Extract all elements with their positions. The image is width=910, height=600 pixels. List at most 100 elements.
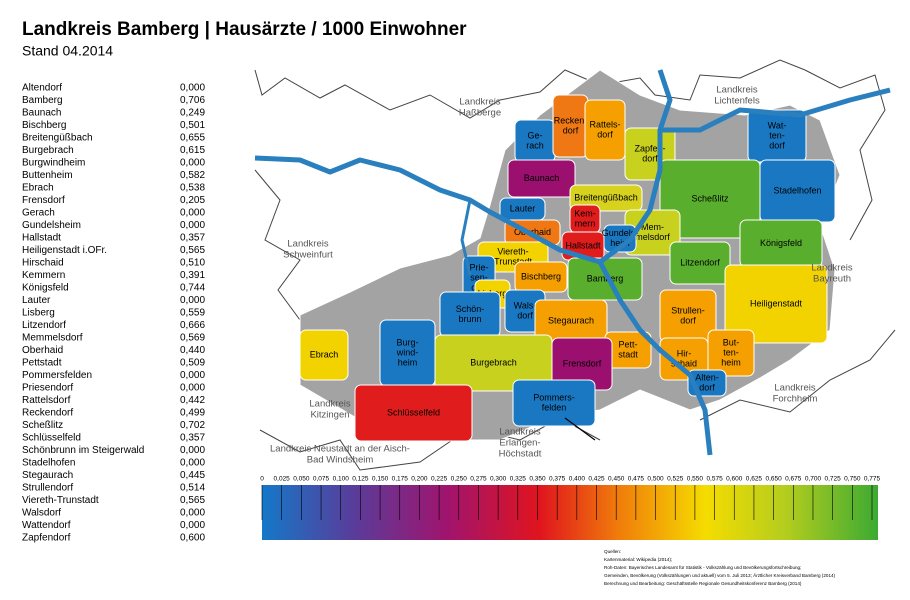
municipality-label: melsdorf bbox=[635, 232, 670, 242]
source-line: Roh-Daten: Bayerisches Landesamt für Sta… bbox=[604, 565, 801, 570]
municipality-label: dorf bbox=[563, 125, 579, 135]
municipality-label: Zapfen- bbox=[634, 143, 665, 153]
municipality-label: Kem- bbox=[574, 208, 596, 218]
municipality-value: 0,000 bbox=[180, 83, 205, 94]
municipality-value: 0,706 bbox=[180, 95, 205, 106]
municipality-label: dorf bbox=[680, 315, 696, 325]
neighbor-label: Höchstadt bbox=[499, 449, 542, 460]
municipality-name: Stegaurach bbox=[22, 470, 73, 481]
municipality-name: Baunach bbox=[22, 108, 61, 119]
municipality-label: Viereth- bbox=[497, 246, 528, 256]
municipality-name: Buttenheim bbox=[22, 170, 73, 181]
municipality-value: 0,565 bbox=[180, 245, 205, 256]
neighbor-label: Bad Windsheim bbox=[307, 455, 374, 466]
municipality-label: Gundels- bbox=[602, 228, 639, 238]
municipality-name: Rattelsdorf bbox=[22, 395, 71, 406]
municipality-label: Hallstadt bbox=[565, 240, 601, 250]
scale-tick-label: 0,450 bbox=[608, 476, 625, 483]
scale-ticks: 0 0,025 0,050 0,075 0,100 0,125 0,150 0,175 0,20… bbox=[260, 476, 881, 520]
sources: Quellen: Kartenmaterial: Wikipedia (2014)… bbox=[604, 549, 836, 586]
municipality-value: 0,510 bbox=[180, 258, 205, 269]
scale-tick-label: 0,150 bbox=[372, 476, 389, 483]
municipality-area bbox=[507, 159, 576, 198]
municipality-name: Wattendorf bbox=[22, 520, 71, 531]
municipality-value: 0,600 bbox=[180, 533, 205, 544]
municipality-name: Hirschaid bbox=[22, 258, 64, 269]
municipality-label: stadt bbox=[618, 349, 638, 359]
scale-tick-label: 0,700 bbox=[805, 476, 822, 483]
municipality-label: Oberhaid bbox=[514, 227, 551, 237]
source-line: Gemeinden, Bevölkerung (Volkszählungen u… bbox=[604, 572, 836, 578]
municipality-label: Scheßlitz bbox=[691, 193, 729, 203]
neighbor-label: Forchheim bbox=[773, 394, 818, 405]
municipality-name: Pettstadt bbox=[22, 358, 62, 369]
scale-tick-label: 0,400 bbox=[569, 476, 586, 483]
scale-tick-label: 0,250 bbox=[451, 476, 468, 483]
municipality-name: Viereth-Trunstadt bbox=[22, 495, 99, 506]
municipality-label: rach bbox=[526, 140, 544, 150]
municipality-area bbox=[707, 329, 755, 377]
municipality-value: 0,569 bbox=[180, 333, 205, 344]
subtitle: Stand 04.2014 bbox=[22, 43, 113, 59]
scale-tick-label: 0,725 bbox=[825, 476, 842, 483]
source-line: Quellen: bbox=[604, 549, 621, 554]
municipality-label: dorf bbox=[642, 153, 658, 163]
scale-tick-label: 0,650 bbox=[765, 476, 782, 483]
municipality-name: Kemmern bbox=[22, 270, 65, 281]
municipality-value: 0,000 bbox=[180, 220, 205, 231]
municipality-name: Ebrach bbox=[22, 183, 54, 194]
municipality-label: Prie- bbox=[469, 262, 488, 272]
municipality-area bbox=[724, 264, 828, 344]
neighbor-label: Landkreis bbox=[774, 383, 815, 394]
municipality-value: 0,565 bbox=[180, 495, 205, 506]
municipality-label: Bamberg bbox=[587, 273, 624, 283]
neighbor-label: Erlangen- bbox=[499, 438, 540, 449]
municipality-name: Gerach bbox=[22, 208, 55, 219]
scale-tick-label: 0,775 bbox=[864, 476, 881, 483]
municipality-value: 0,744 bbox=[180, 283, 205, 294]
municipality-name: Altendorf bbox=[22, 83, 62, 94]
municipality-label: sen- bbox=[470, 272, 488, 282]
municipality-label: Pett- bbox=[618, 339, 637, 349]
municipality-label: Strullen- bbox=[671, 305, 705, 315]
color-scale bbox=[262, 485, 878, 540]
scale-tick-label: 0,625 bbox=[746, 476, 763, 483]
municipality-label: wind- bbox=[396, 347, 419, 357]
municipality-value: 0,655 bbox=[180, 133, 205, 144]
municipality-label: Wat- bbox=[768, 120, 787, 130]
municipality-value: 0,000 bbox=[180, 508, 205, 519]
municipality-name: Oberhaid bbox=[22, 345, 63, 356]
municipality-label: Frensdorf bbox=[563, 358, 602, 368]
municipality-label: Wals- bbox=[514, 300, 537, 310]
municipality-label: Heiligenstadt bbox=[750, 298, 803, 308]
municipality-value: 0,499 bbox=[180, 408, 205, 419]
scale-tick-label: 0,300 bbox=[490, 476, 507, 483]
municipality-value: 0,000 bbox=[180, 383, 205, 394]
municipality-label: Lauter bbox=[510, 203, 536, 213]
municipality-label: Litzendorf bbox=[680, 257, 720, 267]
municipality-label: But- bbox=[723, 337, 740, 347]
municipality-area bbox=[669, 241, 731, 285]
municipality-label: Alten- bbox=[695, 372, 719, 382]
scale-tick-label: 0,525 bbox=[667, 476, 684, 483]
scale-tick-label: 0,050 bbox=[293, 476, 310, 483]
municipality-value: 0,445 bbox=[180, 470, 205, 481]
municipality-value: 0,000 bbox=[180, 158, 205, 169]
municipality-value: 0,440 bbox=[180, 345, 205, 356]
neighbor-label: Kitzingen bbox=[310, 410, 349, 421]
scale-tick-label: 0,500 bbox=[647, 476, 664, 483]
municipality-label: Schlüsselfeld bbox=[387, 407, 440, 417]
neighbor-districts: LandkreisHaßbergeLandkreisLichtenfelsLan… bbox=[270, 85, 853, 466]
municipality-label: Stegaurach bbox=[548, 315, 594, 325]
municipality-label: heim bbox=[398, 357, 418, 367]
municipality-name: Memmelsdorf bbox=[22, 333, 83, 344]
neighbor-label: Haßberge bbox=[459, 108, 501, 119]
neighbor-label: Landkreis Neustadt an der Aisch- bbox=[270, 444, 410, 455]
municipality-label: schaid bbox=[671, 358, 697, 368]
municipality-name: Königsfeld bbox=[22, 283, 69, 294]
municipalities: Ge-rachRecken-dorfRattels-dorfZapfen-dor… bbox=[299, 94, 836, 442]
municipality-label: Rattels- bbox=[589, 119, 620, 129]
municipality-area bbox=[603, 224, 637, 253]
municipality-area bbox=[299, 329, 349, 381]
municipality-value: 0,357 bbox=[180, 433, 205, 444]
